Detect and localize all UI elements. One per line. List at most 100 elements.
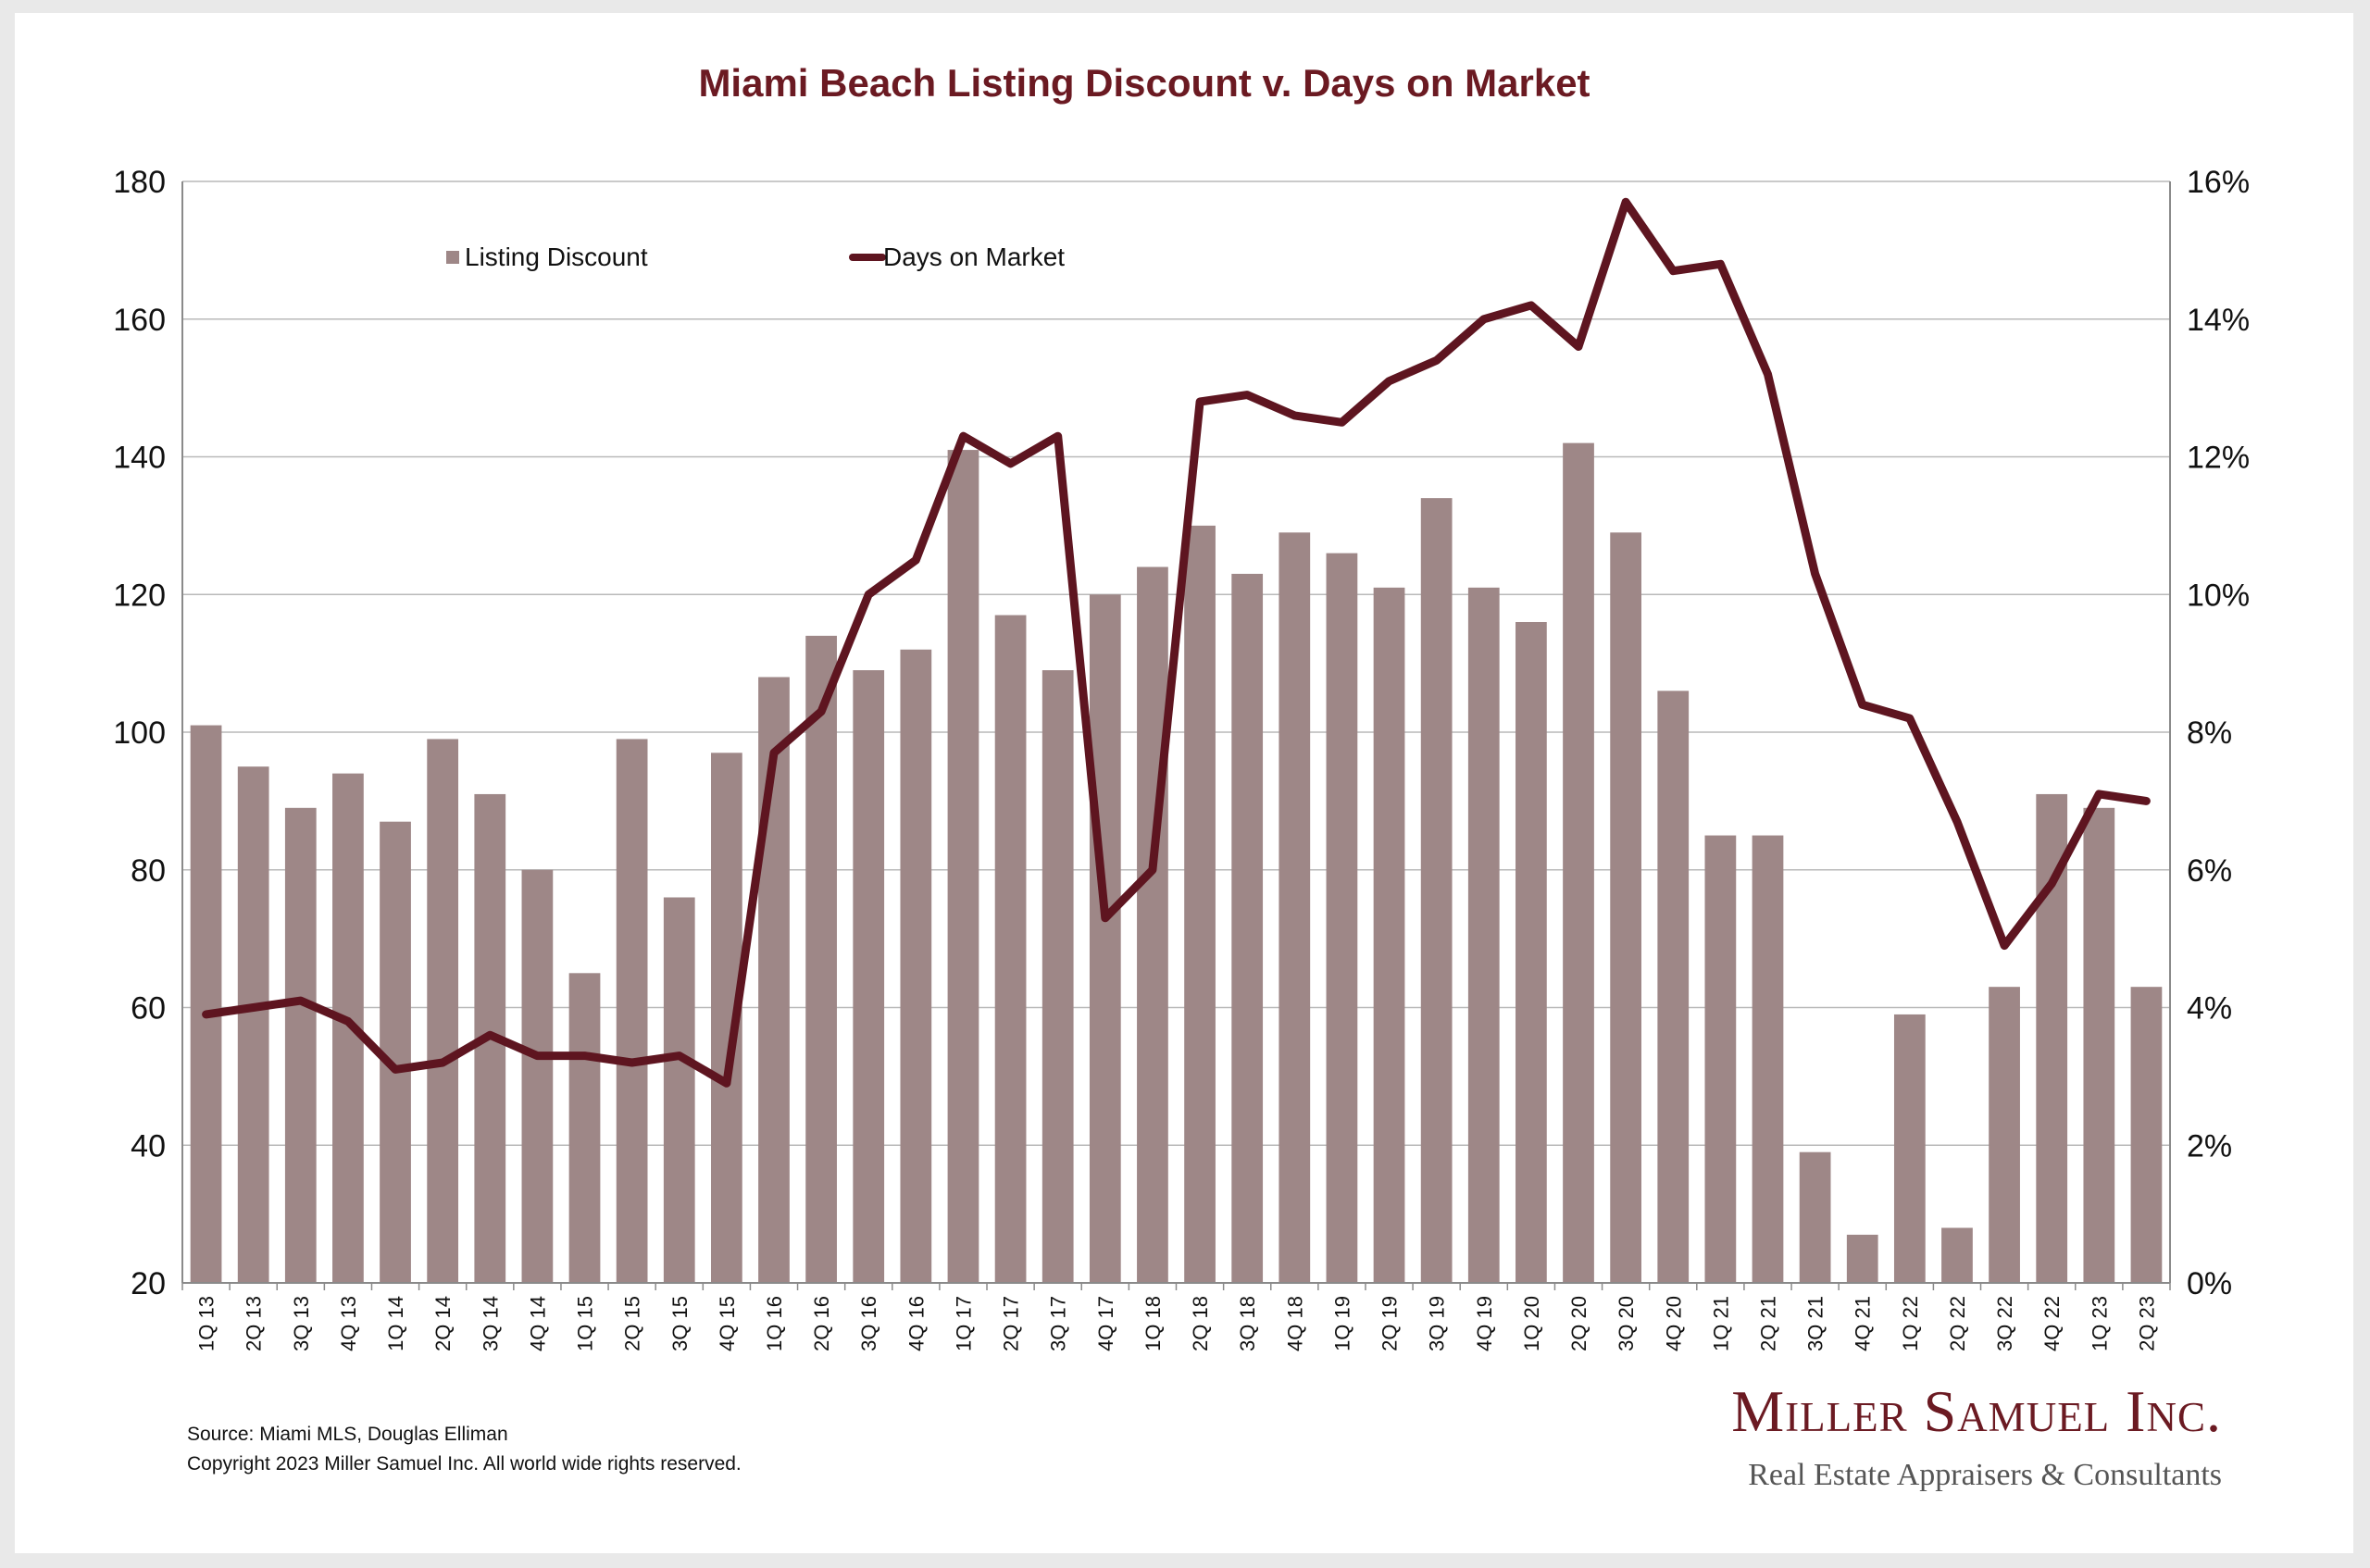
x-tick-label: 1Q 13 [195,1296,218,1351]
bar [1467,587,1500,1283]
x-tick-label: 2Q 22 [1946,1296,1969,1351]
line-point [1625,201,1628,204]
x-tick-label: 1Q 15 [574,1296,597,1351]
x-tick-label: 4Q 19 [1473,1296,1496,1351]
line-point [1246,393,1249,396]
line-point [2098,792,2101,795]
left-tick-label: 100 [113,716,166,751]
x-tick-label: 3Q 22 [1993,1296,2016,1351]
bar [568,973,601,1283]
line-point [1009,462,1012,465]
bar [900,649,932,1283]
x-tick-label: 2Q 16 [810,1296,833,1351]
x-tick-label: 4Q 18 [1283,1296,1306,1351]
x-tick-label: 2Q 21 [1757,1296,1780,1351]
right-tick-label: 8% [2187,716,2232,751]
bar [237,766,269,1283]
line-point [1861,703,1864,706]
bar [2130,987,2163,1283]
line-point [1199,401,1202,403]
line-point [1151,868,1154,871]
x-tick-label: 4Q 20 [1662,1296,1685,1351]
x-tick-label: 2Q 14 [431,1296,455,1351]
right-tick-label: 16% [2187,165,2250,200]
chart-panel: Miami Beach Listing Discount v. Days on … [15,13,2353,1553]
bar [663,897,695,1283]
line-point [1766,373,1769,376]
x-tick-label: 3Q 14 [479,1296,502,1351]
x-tick-label: 1Q 17 [953,1296,976,1351]
x-tick-label: 3Q 17 [1047,1296,1070,1351]
x-tick-label: 1Q 21 [1709,1296,1732,1351]
line-point [915,559,917,562]
line-point [252,1006,255,1009]
x-tick-label: 1Q 19 [1330,1296,1353,1351]
x-tick-label: 4Q 21 [1852,1296,1875,1351]
left-tick-label: 180 [113,165,166,200]
copyright-note: Copyright 2023 Miller Samuel Inc. All wo… [187,1453,742,1475]
bar [190,725,222,1283]
bar [1420,498,1453,1283]
bar [1941,1227,1973,1283]
x-axis-ticks: 1Q 13 2Q 13 3Q 13 4Q 13 1Q 14 2Q 14 3Q 14 4Q 14… [195,1296,2159,1351]
right-tick-label: 2% [2187,1128,2232,1164]
bar [284,807,317,1283]
line-point [1908,717,1911,720]
brand-tagline: Real Estate Appraisers & Consultants [1748,1458,2222,1492]
x-tick-label: 3Q 13 [290,1296,313,1351]
left-tick-label: 160 [113,303,166,338]
bar [805,635,837,1283]
days-on-market-line [202,197,2151,1088]
bar [1373,587,1405,1283]
x-tick-label: 1Q 16 [763,1296,786,1351]
bar [1657,691,1690,1283]
line-point [1341,421,1343,424]
x-tick-label: 1Q 22 [1899,1296,1922,1351]
line-point [725,1082,728,1085]
x-tick-label: 1Q 14 [384,1296,407,1351]
line-point [299,1000,302,1002]
x-tick-label: 3Q 15 [668,1296,692,1351]
line-point [1719,263,1722,266]
left-tick-label: 80 [131,853,166,889]
legend-label-listing-discount: Listing Discount [465,243,648,271]
line-point [1104,916,1106,919]
line-point [772,752,775,754]
bar [1089,594,1121,1283]
bar [616,739,648,1283]
right-tick-label: 0% [2187,1266,2232,1301]
right-tick-label: 10% [2187,578,2250,613]
bar [1279,532,1311,1283]
line-point [1056,435,1059,438]
left-tick-label: 140 [113,441,166,476]
line-point [1814,572,1816,575]
brand-name: Miller Samuel Inc. [1731,1378,2222,1444]
line-point [536,1054,539,1057]
left-tick-label: 40 [131,1128,166,1164]
bar [1989,987,2020,1283]
right-tick-label: 6% [2187,853,2232,889]
right-tick-label: 14% [2187,303,2250,338]
line-point [205,1013,207,1015]
x-tick-label: 4Q 17 [1094,1296,1117,1351]
x-tick-label: 1Q 18 [1141,1296,1165,1351]
x-tick-label: 3Q 16 [857,1296,880,1351]
line-point [1388,380,1391,382]
bar [521,869,554,1283]
x-tick-label: 1Q 20 [1520,1296,1543,1351]
bar [1563,442,1594,1283]
line-point [2051,882,2053,885]
line-point [962,435,965,438]
line-point [1435,359,1438,362]
bar [1799,1151,1831,1283]
bar [1184,525,1216,1283]
line-point [346,1020,349,1023]
right-tick-label: 12% [2187,441,2250,476]
line-point [583,1054,586,1057]
bar [1042,670,1074,1283]
bar [994,615,1027,1283]
x-tick-label: 3Q 20 [1615,1296,1638,1351]
x-tick-label: 2Q 13 [243,1296,266,1351]
left-axis-ticks: 20 40 60 80 100 120 140 160 180 [113,165,166,1301]
left-tick-label: 20 [131,1266,166,1301]
